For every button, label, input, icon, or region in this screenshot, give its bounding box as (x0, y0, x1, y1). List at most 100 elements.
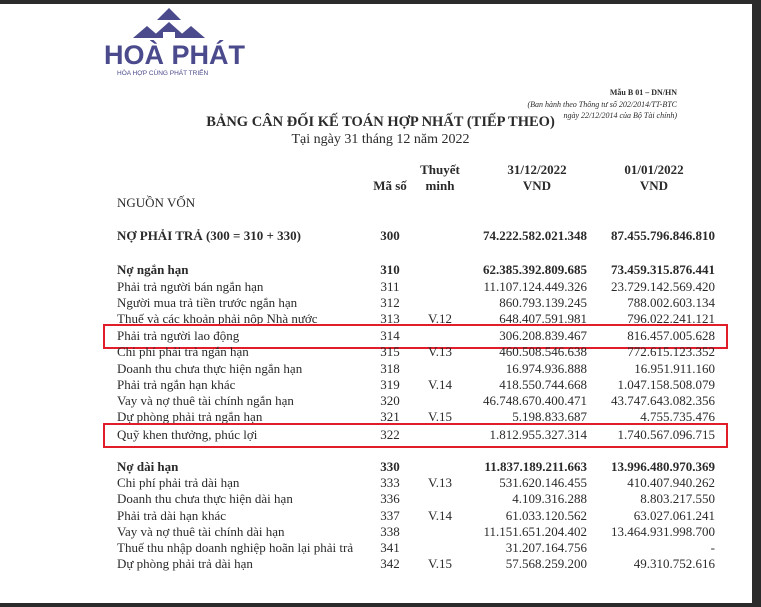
header-code: Mã số (373, 178, 407, 193)
row-label: Doanh thu chưa thực hiện dài hạn (117, 491, 293, 506)
row-code: 315 (380, 344, 400, 359)
highlight-box (103, 423, 728, 448)
row-code: 310 (380, 262, 400, 277)
row-label: Vay và nợ thuê tài chính ngắn hạn (117, 393, 294, 408)
table-row: Vay và nợ thuê tài chính ngắn hạn 320 46.7… (0, 392, 752, 409)
row-label: Nợ ngắn hạn (117, 262, 189, 277)
row-note: V.13 (428, 475, 452, 490)
row-code: 338 (380, 524, 400, 539)
row-value-2022-01-01: 73.459.315.876.441 (611, 262, 715, 277)
table-row: Phải trả ngắn hạn khác 319 V.14 418.550.744… (0, 376, 752, 393)
row-value-2022-01-01: 23.729.142.569.420 (611, 279, 715, 294)
row-code: 320 (380, 393, 400, 408)
row-label: Chi phí phải trả ngắn hạn (117, 344, 249, 359)
document-page (0, 4, 752, 603)
row-label: Chi phí phải trả dài hạn (117, 475, 240, 490)
table-row: NỢ PHẢI TRẢ (300 = 310 + 330) 300 74.222.5… (0, 227, 752, 244)
row-label: Phải trả người bán ngắn hạn (117, 279, 264, 294)
table-row: Doanh thu chưa thực hiện dài hạn 336 4.109… (0, 490, 752, 507)
row-value-2022-01-01: 796.022.241.121 (627, 311, 715, 326)
row-value-2022-12-31: 306.208.839.467 (499, 328, 587, 343)
row-value-2022-01-01: 13.464.931.998.700 (611, 524, 715, 539)
row-value-2022-01-01: 1.047.158.508.079 (617, 377, 716, 392)
row-value-2022-12-31: 31.207.164.756 (505, 540, 587, 555)
row-value-2022-12-31: 62.385.392.809.685 (483, 262, 587, 277)
page-subtitle: Tại ngày 31 tháng 12 năm 2022 (291, 132, 470, 147)
table-row: Nợ dài hạn 330 11.837.189.211.663 13.996.48… (0, 458, 752, 475)
table-row: Vay và nợ thuê tài chính dài hạn 338 11.15… (0, 523, 752, 540)
header-unit-1: VND (522, 178, 552, 193)
table-row: Thuế thu nhập doanh nghiệp hoãn lại phải… (0, 539, 752, 556)
row-label: Phải trả dài hạn khác (117, 508, 227, 523)
row-value-2022-01-01: 16.951.911.160 (634, 361, 715, 376)
row-value-2022-01-01: - (710, 540, 715, 555)
row-value-2022-01-01: 43.747.643.082.356 (611, 393, 715, 408)
row-value-2022-01-01: 4.755.735.476 (640, 409, 715, 424)
row-label: Phải trả người lao động (117, 328, 240, 343)
row-code: 314 (380, 328, 400, 343)
row-label: Nợ dài hạn (117, 459, 179, 474)
row-value-2022-01-01: 788.002.603.134 (627, 295, 715, 310)
row-note: V.12 (428, 311, 452, 326)
row-label: NỢ PHẢI TRẢ (300 = 310 + 330) (117, 228, 301, 243)
table-row: Quỹ khen thưởng, phúc lợi 322 1.812.955.32… (0, 426, 752, 443)
row-value-2022-01-01: 1.740.567.096.715 (617, 427, 716, 442)
table-row: Nợ ngắn hạn 310 62.385.392.809.685 73.459.3… (0, 261, 752, 278)
row-code: 319 (380, 377, 400, 392)
logo-tagline: HÒA HỢP CÙNG PHÁT TRIỂN (117, 70, 209, 77)
row-label: Thuế thu nhập doanh nghiệp hoãn lại phải… (117, 540, 354, 555)
row-code: 318 (380, 361, 400, 376)
form-note-2: ngày 22/12/2014 của Bộ Tài chính) (563, 111, 677, 120)
row-value-2022-12-31: 11.837.189.211.663 (484, 459, 587, 474)
row-value-2022-01-01: 49.310.752.616 (633, 556, 715, 571)
table-row: Người mua trả tiền trước ngắn hạn 312 860.… (0, 294, 752, 311)
row-label: Phải trả ngắn hạn khác (117, 377, 236, 392)
section-title: NGUỒN VỐN (117, 195, 196, 210)
row-code: 322 (380, 427, 400, 442)
row-label: Quỹ khen thưởng, phúc lợi (117, 427, 258, 442)
table-row: Phải trả người lao động 314 306.208.839.46… (0, 327, 752, 344)
header-date-1: 31/12/2022 (507, 162, 567, 177)
row-value-2022-01-01: 772.615.123.352 (627, 344, 715, 359)
row-code: 300 (380, 228, 400, 243)
row-note: V.15 (428, 556, 452, 571)
row-value-2022-12-31: 648.407.591.981 (499, 311, 587, 326)
page-title: BẢNG CÂN ĐỐI KẾ TOÁN HỢP NHẤT (TIẾP THEO… (206, 114, 555, 130)
row-code: 311 (380, 279, 400, 294)
form-code: Mẫu B 01 – DN/HN (609, 88, 677, 97)
row-value-2022-12-31: 57.568.259.200 (505, 556, 587, 571)
row-value-2022-12-31: 531.620.146.455 (499, 475, 587, 490)
row-value-2022-12-31: 860.793.139.245 (499, 295, 587, 310)
highlight-box (103, 324, 728, 349)
row-label: Người mua trả tiền trước ngắn hạn (117, 295, 298, 310)
table-row: Chi phí phải trả ngắn hạn 315 V.13 460.508.… (0, 343, 752, 360)
row-code: 342 (380, 556, 400, 571)
table-row: Chi phí phải trả dài hạn 333 V.13 531.620.1… (0, 474, 752, 491)
row-value-2022-12-31: 46.748.670.400.471 (483, 393, 587, 408)
row-note: V.14 (428, 508, 452, 523)
row-value-2022-12-31: 11.151.651.204.402 (483, 524, 587, 539)
row-code: 336 (380, 491, 400, 506)
row-note: V.15 (428, 409, 452, 424)
row-value-2022-01-01: 8.803.217.550 (640, 491, 715, 506)
logo-text: HOÀ PHÁT (104, 40, 245, 70)
table-row: Dự phòng phải trả dài hạn 342 V.15 57.568.2… (0, 555, 752, 572)
row-value-2022-12-31: 61.033.120.562 (505, 508, 587, 523)
row-code: 321 (380, 409, 400, 424)
row-label: Thuế và các khoản phải nộp Nhà nước (117, 311, 318, 326)
row-value-2022-12-31: 16.974.936.888 (505, 361, 587, 376)
row-value-2022-01-01: 816.457.005.628 (627, 328, 715, 343)
row-value-2022-12-31: 5.198.833.687 (512, 409, 587, 424)
row-note: V.13 (428, 344, 452, 359)
row-label: Dự phòng phải trả dài hạn (117, 556, 253, 571)
row-value-2022-12-31: 1.812.955.327.314 (489, 427, 588, 442)
row-value-2022-12-31: 11.107.124.449.326 (483, 279, 587, 294)
header-date-2: 01/01/2022 (624, 162, 684, 177)
table-row: Phải trả người bán ngắn hạn 311 11.107.124… (0, 278, 752, 295)
row-code: 333 (380, 475, 400, 490)
row-code: 330 (380, 459, 400, 474)
row-code: 313 (380, 311, 400, 326)
row-value-2022-12-31: 460.508.546.638 (499, 344, 587, 359)
row-value-2022-12-31: 418.550.744.668 (499, 377, 587, 392)
table-row: Thuế và các khoản phải nộp Nhà nước 313 V.… (0, 310, 752, 327)
